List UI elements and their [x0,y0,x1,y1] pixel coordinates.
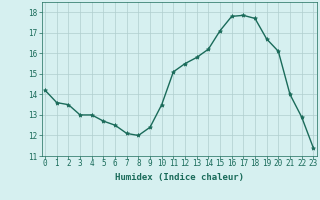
X-axis label: Humidex (Indice chaleur): Humidex (Indice chaleur) [115,173,244,182]
